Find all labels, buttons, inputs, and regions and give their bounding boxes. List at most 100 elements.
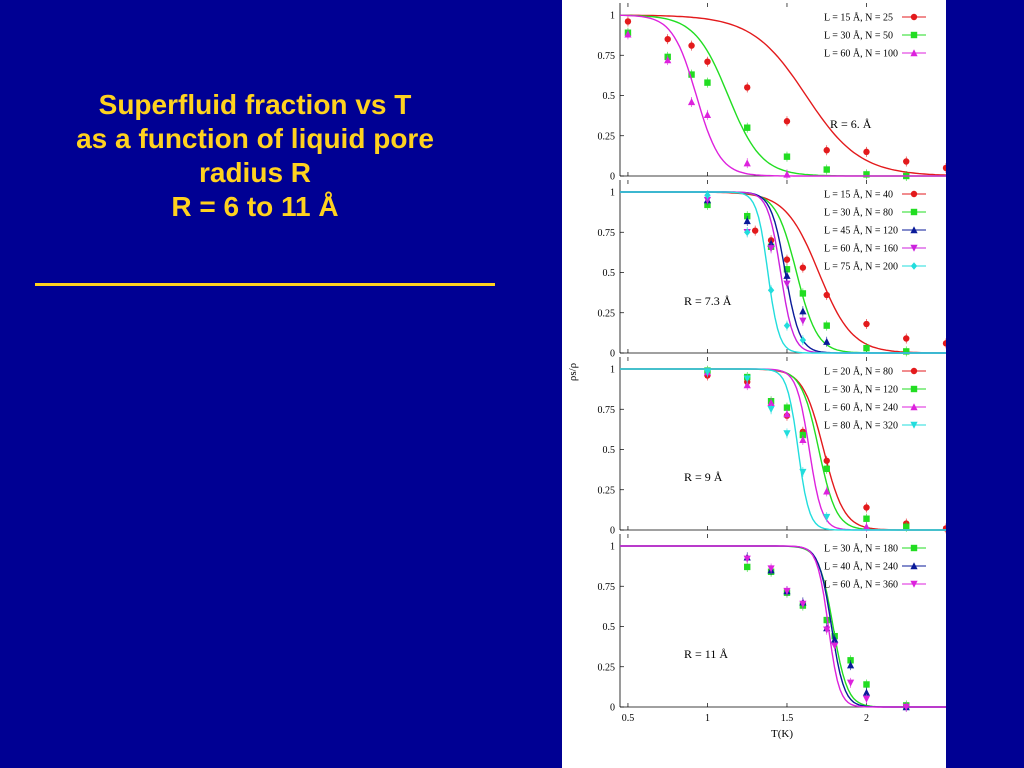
- data-point: [799, 336, 807, 344]
- data-point: [903, 523, 910, 530]
- legend-entry-3: L = 60 Å, N = 100: [824, 48, 898, 60]
- fit-curve-3: [620, 14, 946, 177]
- data-point: [767, 286, 775, 295]
- legend-marker: [910, 190, 918, 198]
- chart-panel-2: 0 0.25 0.5 0.75 1 L = 15 Å, N = 40 L = 30 Å, N…: [598, 180, 946, 360]
- title-line-4: R = 6 to 11 Å: [171, 191, 339, 222]
- legend-entry-4: L = 60 Å, N = 160: [824, 243, 898, 255]
- data-point: [783, 587, 791, 595]
- data-point: [744, 563, 751, 571]
- legend-entry-3: L = 60 Å, N = 240: [824, 402, 898, 414]
- fit-curve-1: [620, 14, 946, 176]
- data-point: [863, 504, 870, 511]
- x-axis-label: T(K): [771, 728, 793, 740]
- legend-marker: [910, 367, 918, 375]
- fit-curve-5: [620, 191, 946, 354]
- data-point: [783, 280, 791, 288]
- data-point: [783, 410, 791, 418]
- data-point: [823, 337, 831, 345]
- data-point: [863, 320, 870, 328]
- data-point: [862, 695, 871, 703]
- data-point: [704, 79, 711, 86]
- legend-entry-1: L = 30 Å, N = 180: [824, 543, 898, 555]
- data-point: [751, 227, 759, 234]
- legend-entry-3: L = 60 Å, N = 360: [824, 579, 898, 591]
- data-point: [942, 164, 946, 172]
- data-point: [703, 369, 712, 377]
- y-tick-label: 0: [610, 349, 615, 360]
- data-point: [823, 616, 830, 624]
- data-point: [862, 522, 871, 530]
- data-point: [846, 661, 855, 669]
- legend-marker: [910, 403, 918, 411]
- data-point: [743, 381, 751, 389]
- data-point: [863, 171, 870, 178]
- legend-entry-5: L = 75 Å, N = 200: [824, 261, 898, 273]
- x-tick-label: 1.5: [781, 713, 794, 724]
- legend-entry-1: L = 15 Å, N = 40: [824, 189, 893, 201]
- data-point: [687, 98, 696, 106]
- title-underline: [35, 283, 495, 286]
- legend-marker: [910, 13, 918, 21]
- data-point: [744, 84, 751, 91]
- chart-panel-4: 0 0.25 0.5 0.75 1 0.5 1 1.5 2 L = 30 Å, N = 180 L …: [598, 534, 946, 724]
- legend-marker: [910, 208, 918, 216]
- data-point: [743, 217, 751, 225]
- y-tick-label: 1: [610, 542, 615, 553]
- data-point: [767, 245, 775, 253]
- radius-annotation: R = 7.3 Å: [684, 294, 732, 308]
- chart-panel-1: 0 0.25 0.5 0.75 1 L = 15 Å, N = 25 L = 30 Å, N…: [598, 3, 946, 183]
- data-point: [767, 565, 775, 573]
- data-point: [767, 239, 775, 247]
- data-point: [783, 271, 791, 279]
- data-point: [664, 35, 671, 43]
- data-point: [744, 124, 751, 131]
- data-point: [799, 307, 807, 315]
- legend-marker: [910, 262, 918, 270]
- x-tick-label: 2: [864, 713, 869, 724]
- y-tick-label: 0.75: [598, 228, 616, 239]
- data-point: [862, 688, 871, 696]
- radius-annotation: R = 11 Å: [684, 647, 728, 661]
- y-tick-label: 0.75: [598, 51, 616, 62]
- legend-marker: [910, 49, 918, 57]
- data-point: [664, 56, 672, 64]
- y-tick-label: 0.75: [598, 582, 616, 593]
- radius-annotation: R = 6. Å: [830, 117, 872, 131]
- data-point: [783, 266, 791, 273]
- legend-marker: [910, 244, 918, 252]
- legend-marker: [910, 385, 918, 393]
- data-point: [743, 375, 751, 383]
- data-point: [942, 340, 946, 347]
- y-tick-label: 0.25: [598, 131, 616, 142]
- legend-marker: [910, 421, 918, 429]
- data-point: [831, 635, 839, 643]
- y-tick-label: 0.25: [598, 485, 616, 496]
- data-point: [823, 147, 830, 154]
- data-point: [823, 166, 830, 173]
- data-point: [783, 321, 791, 330]
- title-line-1: Superfluid fraction vs T: [98, 89, 412, 120]
- x-tick-label: 1: [705, 713, 710, 724]
- data-point: [903, 348, 910, 355]
- data-point: [846, 679, 855, 687]
- legend-marker: [910, 226, 918, 234]
- y-tick-label: 0.5: [603, 91, 616, 102]
- data-point: [743, 555, 751, 563]
- legend-marker: [910, 31, 918, 39]
- slide-title: Superfluid fraction vs T as a function o…: [20, 88, 490, 224]
- data-point: [823, 322, 830, 329]
- y-tick-label: 0.5: [603, 268, 616, 279]
- data-point: [688, 71, 695, 78]
- x-tick-label: 0.5: [622, 713, 635, 724]
- legend-entry-2: L = 40 Å, N = 240: [824, 561, 898, 573]
- data-point: [823, 291, 830, 299]
- data-point: [688, 42, 695, 49]
- data-point: [863, 681, 870, 688]
- data-point: [799, 436, 807, 444]
- data-point: [823, 465, 830, 473]
- y-tick-label: 0: [610, 172, 615, 183]
- fit-curve-3: [620, 191, 946, 354]
- y-tick-label: 0.25: [598, 308, 616, 319]
- y-tick-label: 1: [610, 365, 615, 376]
